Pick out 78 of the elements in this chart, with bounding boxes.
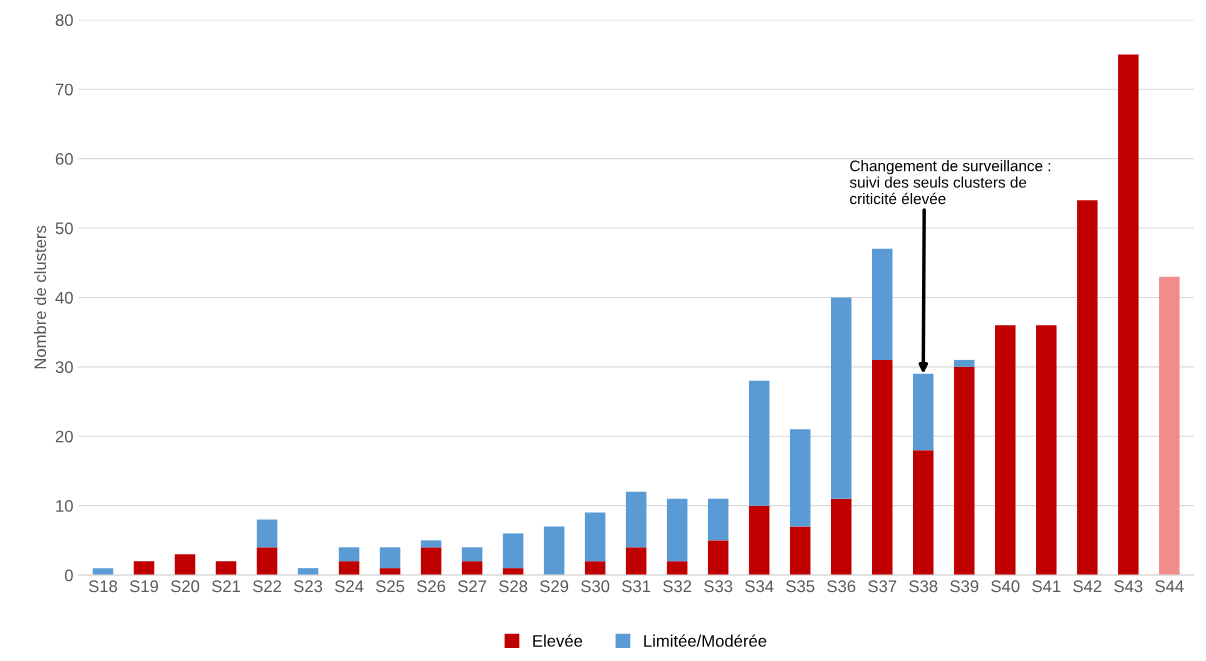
legend-label: Limitée/Modérée (644, 634, 767, 647)
bar (338, 547, 360, 562)
y-tick-label: 0 (64, 569, 73, 582)
y-tick-label: 30 (55, 361, 73, 374)
bar (461, 561, 483, 576)
x-tick-label: S39 (950, 580, 979, 593)
bar (215, 561, 237, 576)
x-tick-label: S33 (704, 580, 733, 593)
y-tick-label: 50 (55, 222, 73, 235)
x-tick-label: S37 (868, 580, 897, 593)
bar (789, 429, 811, 527)
bar (913, 450, 934, 576)
y-tick-label: 10 (56, 500, 73, 512)
bar (133, 561, 155, 576)
bar (707, 498, 729, 541)
x-tick-label: S44 (1155, 580, 1184, 593)
x-tick-label: S25 (376, 580, 405, 593)
y-tick-label: 70 (55, 83, 73, 96)
bar (174, 554, 196, 576)
bar (625, 547, 647, 576)
bar (830, 498, 852, 576)
bar (461, 547, 483, 562)
x-tick-label: S23 (293, 580, 323, 593)
x-tick-label: S35 (786, 580, 815, 593)
x-tick-label: S26 (417, 580, 446, 593)
x-tick-label: S43 (1114, 580, 1143, 593)
bar (871, 248, 893, 360)
annotation: Changement de surveillance : suivi des seuls clusters de criticité élevée (849, 160, 1051, 205)
bar (666, 561, 688, 576)
bar (954, 366, 975, 576)
bar (995, 325, 1016, 576)
bar (666, 498, 688, 562)
x-tick-label: S21 (211, 580, 241, 593)
bar (748, 505, 770, 576)
bar (256, 547, 278, 576)
bar (420, 547, 442, 576)
bar (871, 359, 893, 576)
bar (338, 561, 360, 576)
bar (1077, 200, 1098, 576)
bar (1036, 325, 1057, 576)
bar (256, 519, 278, 548)
bar (584, 561, 606, 576)
y-tick-label: 60 (55, 153, 73, 165)
x-tick-label: S27 (458, 580, 487, 593)
x-tick-label: S36 (827, 580, 856, 593)
bar (1118, 54, 1139, 576)
x-tick-label: S19 (129, 580, 159, 593)
x-tick-label: S32 (663, 580, 692, 593)
legend-label: Elevée (533, 634, 583, 647)
x-tick-label: S28 (499, 580, 528, 593)
x-tick-label: S41 (1032, 580, 1061, 593)
x-tick-label: S30 (581, 580, 610, 593)
x-tick-label: S22 (252, 580, 282, 593)
bar (625, 491, 647, 548)
x-tick-label: S31 (622, 580, 651, 593)
bar (748, 380, 770, 506)
y-tick-label: 20 (55, 430, 73, 443)
bar (1159, 276, 1180, 576)
x-tick-label: S38 (909, 580, 938, 593)
x-tick-label: S20 (170, 580, 200, 593)
bar (502, 533, 524, 569)
bar (420, 540, 442, 548)
y-axis-title: Nombre de clusters (33, 225, 47, 369)
x-tick-label: S42 (1073, 580, 1102, 593)
y-tick-label: 40 (55, 291, 73, 304)
x-tick-label: S40 (991, 580, 1020, 593)
bar (584, 512, 606, 562)
bar (954, 359, 975, 367)
x-tick-label: S29 (540, 580, 569, 593)
y-tick-label: 80 (55, 14, 73, 27)
bar (789, 526, 811, 576)
x-tick-label: S34 (745, 580, 774, 593)
x-tick-label: S24 (335, 580, 364, 593)
bar (543, 526, 565, 576)
bar (379, 547, 401, 569)
x-tick-label: S18 (88, 580, 118, 593)
bar (830, 297, 852, 499)
bar (707, 540, 729, 576)
